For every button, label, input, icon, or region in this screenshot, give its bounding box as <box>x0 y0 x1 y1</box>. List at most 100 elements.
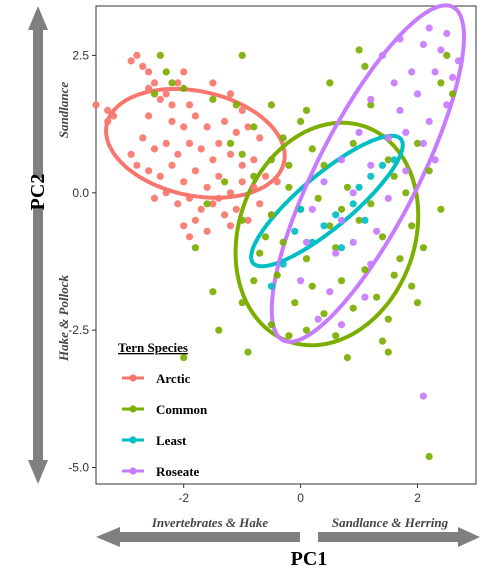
point-arctic <box>180 178 188 186</box>
point-common <box>209 95 217 103</box>
point-common <box>244 348 252 356</box>
point-roseate <box>337 321 346 329</box>
legend-title: Tern Species <box>118 340 188 355</box>
point-arctic <box>256 134 264 142</box>
point-arctic <box>261 172 270 180</box>
point-common <box>302 255 311 263</box>
point-common <box>221 178 229 186</box>
x-arrow-label-negative: Invertebrates & Hake <box>151 515 268 530</box>
point-arctic <box>215 172 223 180</box>
point-roseate <box>367 161 375 169</box>
point-common <box>437 79 445 87</box>
point-common <box>408 222 416 230</box>
x-tick-label: 2 <box>414 491 421 505</box>
point-least <box>267 282 275 290</box>
point-roseate <box>408 68 416 76</box>
point-arctic <box>203 123 211 131</box>
point-common <box>215 326 223 334</box>
point-roseate <box>390 79 398 87</box>
point-arctic <box>250 156 258 164</box>
point-least <box>361 216 369 224</box>
point-common <box>390 172 398 180</box>
point-common <box>267 101 275 109</box>
point-common <box>273 271 281 279</box>
point-arctic <box>162 189 170 197</box>
point-common <box>291 299 299 307</box>
point-common <box>425 167 433 175</box>
point-common <box>361 266 369 274</box>
point-common <box>297 117 305 125</box>
point-common <box>443 51 451 60</box>
point-roseate <box>413 90 422 98</box>
point-roseate <box>378 51 387 60</box>
point-arctic <box>250 183 258 191</box>
point-arctic <box>127 150 135 158</box>
point-roseate <box>367 260 375 268</box>
y-tick-label: -2.5 <box>68 323 89 337</box>
point-roseate <box>402 167 410 175</box>
point-arctic <box>232 205 240 213</box>
point-common <box>349 139 357 147</box>
y-axis-arrow <box>28 6 48 484</box>
point-arctic <box>145 68 153 76</box>
point-arctic <box>133 161 141 169</box>
point-least <box>349 200 357 208</box>
point-common <box>285 183 293 191</box>
point-common <box>256 249 264 257</box>
point-roseate <box>384 194 392 202</box>
point-common <box>232 101 240 109</box>
point-arctic <box>150 194 159 202</box>
point-arctic <box>238 178 246 186</box>
point-common <box>209 288 217 296</box>
point-arctic <box>162 90 170 98</box>
point-arctic <box>180 123 188 131</box>
legend: Tern Species Arctic Common Least Roseate <box>118 340 208 479</box>
point-roseate <box>396 106 404 114</box>
point-arctic <box>221 211 229 219</box>
point-least <box>355 183 363 191</box>
point-common <box>367 101 375 109</box>
point-least <box>279 260 287 268</box>
point-common <box>402 189 410 197</box>
point-common <box>384 348 392 356</box>
point-common <box>343 183 351 191</box>
point-common <box>238 299 246 307</box>
point-common <box>250 277 258 285</box>
point-arctic <box>226 189 235 197</box>
point-arctic <box>174 150 182 158</box>
point-common <box>349 304 357 312</box>
point-arctic <box>145 112 153 120</box>
plot-panel <box>95 5 477 485</box>
point-common <box>384 315 392 323</box>
point-common <box>156 51 164 60</box>
legend-key-point-least <box>129 436 137 444</box>
point-arctic <box>127 57 135 65</box>
point-common <box>320 161 328 169</box>
legend-label-roseate: Roseate <box>156 464 200 479</box>
point-arctic <box>221 117 229 125</box>
point-common <box>320 310 328 318</box>
point-roseate <box>314 315 322 323</box>
point-arctic <box>185 139 194 147</box>
point-common <box>408 282 416 290</box>
point-common <box>326 222 334 230</box>
point-arctic <box>185 194 194 202</box>
point-arctic <box>209 79 217 87</box>
point-common <box>449 90 457 98</box>
x-arrow-label-positive: Sandlance & Herring <box>332 515 449 530</box>
point-roseate <box>308 205 316 213</box>
y-arrow-label-positive: Sandlance <box>56 82 71 139</box>
point-roseate <box>425 24 433 32</box>
point-least <box>308 238 316 246</box>
legend-items: Arctic Common Least Roseate <box>122 371 208 479</box>
point-common <box>367 200 375 208</box>
point-common <box>419 244 427 252</box>
point-arctic <box>133 51 141 60</box>
point-arctic <box>174 79 182 87</box>
point-arctic <box>139 134 147 142</box>
point-arctic <box>226 90 235 98</box>
point-roseate <box>337 156 346 164</box>
point-common <box>308 145 316 153</box>
point-arctic <box>209 200 217 208</box>
point-arctic <box>145 167 153 175</box>
